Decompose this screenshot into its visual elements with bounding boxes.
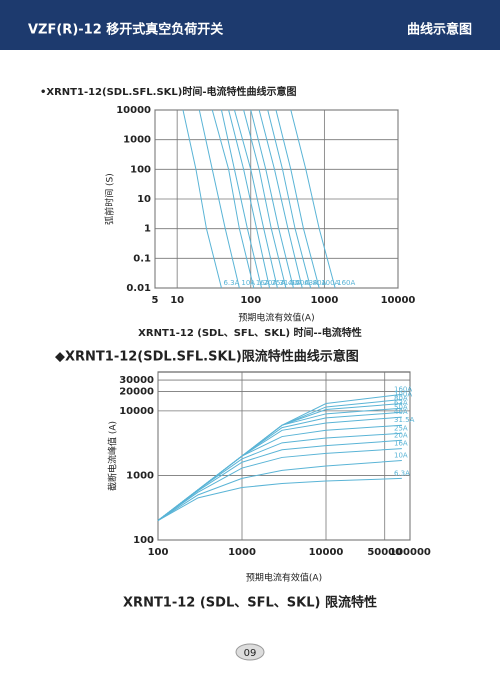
x-tick-label: 10000 <box>381 295 416 306</box>
y-tick-label: 10 <box>137 194 151 205</box>
page-number: 09 <box>244 648 257 659</box>
series-line <box>157 393 402 521</box>
series-line <box>233 109 278 289</box>
series-label: 10A <box>241 279 255 287</box>
page-badge <box>235 643 265 661</box>
x-tick-label: 100 <box>148 547 169 558</box>
series-label: 80A <box>313 279 327 287</box>
x-axis-label: 预期电流有效值(A) <box>238 312 314 324</box>
y-tick-label: 0.01 <box>126 283 151 294</box>
series-label: 20A <box>394 431 408 439</box>
series-line <box>157 424 402 521</box>
series-label: 80A <box>394 395 408 403</box>
y-tick-label: 1 <box>144 224 151 235</box>
caption: XRNT1-12 (SDL、SFL、SKL) 时间--电流特性 <box>138 326 362 339</box>
series-line <box>182 109 222 289</box>
x-tick-label: 10 <box>170 295 184 306</box>
series-label: 16A <box>256 279 270 287</box>
y-tick-label: 30000 <box>119 375 154 386</box>
series-line <box>157 407 402 521</box>
series-line <box>157 411 402 521</box>
y-axis-label: 弧前时间 (S) <box>104 173 116 225</box>
x-tick-label: 5 <box>152 295 159 306</box>
y-tick-label: 1000 <box>123 135 151 146</box>
series-line <box>258 109 303 289</box>
series-label: 100A <box>394 391 412 399</box>
series-label: 160A <box>337 279 355 287</box>
x-tick-label: 10000 <box>309 547 344 558</box>
series-label: 100A <box>321 279 339 287</box>
series-label: 50A <box>394 403 408 411</box>
series-line <box>290 109 336 289</box>
x-tick-label: 100 <box>240 295 261 306</box>
chart-title: ◆XRNT1-12(SDL.SFL.SKL)限流特性曲线示意图 <box>55 349 359 365</box>
series-label: 6.3A <box>394 469 410 477</box>
series-line <box>157 432 402 521</box>
series-line <box>250 109 294 289</box>
y-tick-label: 1000 <box>126 470 154 481</box>
series-label: 25A <box>394 424 408 432</box>
y-tick-label: 0.1 <box>133 253 151 264</box>
series-label: 50A <box>295 279 309 287</box>
series-label: 40A <box>288 279 302 287</box>
series-label: 20A <box>264 279 278 287</box>
chart-title: •XRNT1-12(SDL.SFL.SKL)时间-电流特性曲线示意图 <box>40 85 297 98</box>
x-tick-label: 1000 <box>310 295 338 306</box>
plot-area <box>157 371 411 541</box>
y-tick-label: 10000 <box>116 105 151 116</box>
series-label: 25A <box>272 279 286 287</box>
series-label: 6.3A <box>223 279 239 287</box>
caption: XRNT1-12 (SDL、SFL、SKL) 限流特性 <box>123 595 377 611</box>
series-line <box>157 448 402 521</box>
series-label: 16A <box>394 440 408 448</box>
series-line <box>275 109 320 289</box>
y-tick-label: 100 <box>130 164 151 175</box>
x-tick-label: 100000 <box>389 547 431 558</box>
series-label: 31.5A <box>394 416 415 424</box>
series-line <box>157 403 402 521</box>
header-title: VZF(R)-12 移开式真空负荷开关 <box>28 22 223 38</box>
series-line <box>228 109 271 289</box>
x-tick-label: 50000 <box>367 547 402 558</box>
series-line <box>157 416 402 521</box>
y-tick-label: 20000 <box>119 386 154 397</box>
series-line <box>157 439 402 521</box>
series-line <box>157 399 402 521</box>
series-label: 10A <box>394 452 408 460</box>
series-line <box>157 477 402 521</box>
series-line <box>220 109 263 289</box>
x-tick-label: 1000 <box>228 547 256 558</box>
series-line <box>211 109 255 289</box>
header-bar <box>0 0 500 50</box>
x-axis-label: 预期电流有效值(A) <box>246 572 322 584</box>
y-tick-label: 100 <box>133 535 154 546</box>
series-line <box>267 109 312 289</box>
series-line <box>157 460 402 521</box>
series-label: 31.5A <box>279 279 300 287</box>
series-label: 160A <box>394 385 412 393</box>
y-axis-label: 截断电流峰值 (A) <box>107 421 119 491</box>
series-label: 63A <box>304 279 318 287</box>
y-tick-label: 10000 <box>119 406 154 417</box>
series-line <box>243 109 287 289</box>
series-line <box>198 109 240 289</box>
header-section: 曲线示意图 <box>407 22 472 38</box>
